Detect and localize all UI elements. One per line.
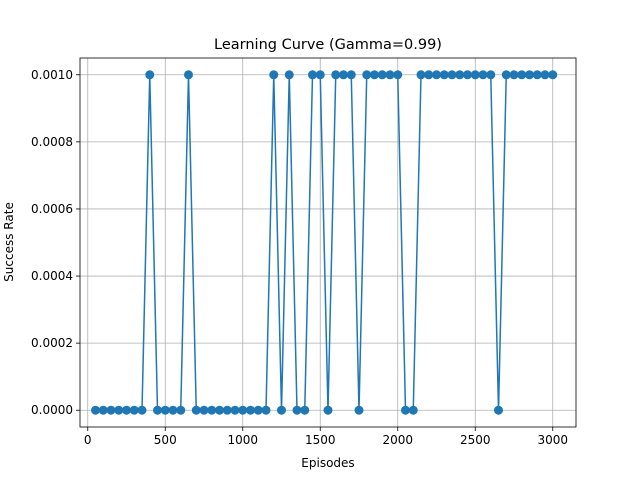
data-point <box>370 70 379 80</box>
plot-frame <box>79 57 577 428</box>
data-point <box>176 405 186 415</box>
data-point <box>439 70 449 80</box>
x-tick-label: 1000 <box>227 433 258 447</box>
data-point <box>432 70 441 80</box>
data-point <box>455 70 465 80</box>
data-point <box>261 405 271 415</box>
y-tick-label: 0.0006 <box>31 202 73 216</box>
data-point <box>137 405 147 415</box>
data-point <box>463 70 472 80</box>
data-point <box>238 405 248 415</box>
data-point <box>323 405 333 415</box>
data-point <box>277 405 286 415</box>
data-point <box>517 70 527 80</box>
data-point <box>184 70 193 80</box>
data-point <box>222 405 232 415</box>
data-point <box>284 70 294 80</box>
data-point <box>207 405 217 415</box>
y-tick-label: 0.0000 <box>31 403 73 417</box>
data-point <box>300 405 310 415</box>
data-point <box>408 405 418 415</box>
chart-title: Learning Curve (Gamma=0.99) <box>214 37 442 53</box>
data-point <box>106 405 116 415</box>
data-point <box>339 70 348 80</box>
data-point <box>98 405 108 415</box>
data-point <box>308 70 317 80</box>
y-tick-label: 0.0008 <box>31 135 73 149</box>
data-point <box>416 70 426 80</box>
x-tick-label: 500 <box>154 433 177 447</box>
axes: 0 500 1000 1500 2000 2500 3000 0.0000 0.0002 0.00… <box>31 57 577 447</box>
data-point <box>199 405 209 415</box>
data-point <box>160 405 170 415</box>
data-point <box>122 405 131 415</box>
data-point <box>393 70 403 80</box>
data-point <box>153 405 162 415</box>
data-point <box>191 405 201 415</box>
data-point <box>362 70 372 80</box>
data-point <box>532 70 542 80</box>
y-axis-label: Success Rate <box>2 202 16 282</box>
data-point <box>548 70 558 80</box>
data-point <box>315 70 325 80</box>
data-series <box>91 70 558 415</box>
data-point <box>377 70 387 80</box>
data-point <box>292 405 302 415</box>
data-point <box>486 70 496 80</box>
data-point <box>91 405 100 415</box>
x-tick-label: 2500 <box>460 433 491 447</box>
data-point <box>215 405 224 415</box>
y-tick-label: 0.0010 <box>31 68 73 82</box>
x-tick-label: 1500 <box>305 433 336 447</box>
data-point <box>470 70 480 80</box>
data-point <box>385 70 395 80</box>
data-point <box>509 70 519 80</box>
data-point <box>246 405 255 415</box>
data-point <box>447 70 457 80</box>
x-tick-label: 3000 <box>537 433 568 447</box>
x-axis-label: Episodes <box>301 456 354 470</box>
data-point <box>501 70 511 80</box>
data-point <box>401 405 410 415</box>
data-point <box>145 70 155 80</box>
data-point <box>478 70 488 80</box>
y-tick-label: 0.0002 <box>31 336 73 350</box>
data-point <box>230 405 240 415</box>
data-point <box>114 405 124 415</box>
data-point <box>346 70 356 80</box>
x-tick-label: 2000 <box>382 433 413 447</box>
data-point <box>424 70 434 80</box>
data-point <box>129 405 139 415</box>
data-point <box>168 405 178 415</box>
data-point <box>525 70 534 80</box>
data-point <box>354 405 364 415</box>
x-tick-label: 0 <box>84 433 92 447</box>
data-point <box>331 70 341 80</box>
y-tick-label: 0.0004 <box>31 269 73 283</box>
data-point <box>540 70 550 80</box>
data-point <box>494 405 503 415</box>
data-point <box>253 405 263 415</box>
data-point <box>269 70 279 80</box>
